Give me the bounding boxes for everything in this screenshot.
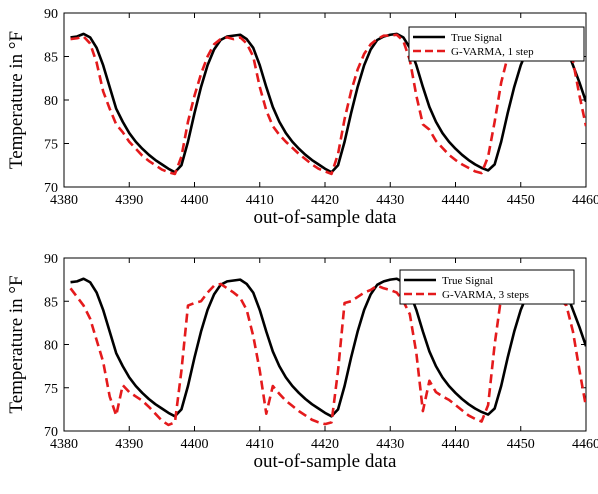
legend-entry-label: True Signal: [451, 32, 502, 44]
x-tick-label: 4400: [181, 193, 209, 208]
y-axis-label: Temperature in °F: [6, 275, 27, 413]
true-signal-series-line: [70, 277, 586, 418]
legend: True Signal G-VARMA, 3 steps: [399, 269, 575, 305]
x-tick-label: 4410: [246, 437, 274, 452]
x-axis-label: out-of-sample data: [254, 451, 398, 472]
x-tick-label: 4420: [311, 193, 339, 208]
y-tick-label: 70: [44, 181, 58, 196]
y-tick-label: 80: [44, 339, 58, 354]
legend-box: [399, 269, 575, 305]
y-tick-label: 70: [44, 425, 58, 440]
x-tick-label: 4450: [507, 193, 535, 208]
x-tick-label: 4380: [50, 437, 78, 452]
chart-panel-1: 4380 4390 4400 4410 4420 4430 4440 4450 4460 70 75…: [6, 7, 598, 228]
x-tick-label: 4440: [442, 437, 470, 452]
x-tick-label: 4440: [442, 193, 470, 208]
x-tick-label: 4400: [181, 437, 209, 452]
legend-box: [408, 26, 585, 62]
y-tick-label: 90: [44, 252, 58, 267]
y-axis-label: Temperature in °F: [6, 31, 27, 169]
prediction-series-line: [69, 282, 586, 427]
x-tick-label: 4430: [376, 193, 404, 208]
x-tick-label: 4450: [507, 437, 535, 452]
x-tick-label: 4420: [311, 437, 339, 452]
x-tick-label: 4390: [115, 437, 143, 452]
series-group: [69, 277, 586, 427]
y-tick-label: 85: [44, 295, 58, 310]
x-tick-label: 4410: [246, 193, 274, 208]
y-tick-label: 90: [44, 7, 58, 22]
y-tick-label: 85: [44, 51, 58, 66]
x-tick-label: 4390: [115, 193, 143, 208]
legend-entry-label: G-VARMA, 1 step: [451, 46, 534, 58]
x-tick-label: 4430: [376, 437, 404, 452]
x-tick-label: 4460: [572, 193, 598, 208]
x-tick-label: 4460: [572, 437, 598, 452]
y-tick-label: 80: [44, 94, 58, 109]
series-group: [70, 30, 586, 176]
x-axis-label: out-of-sample data: [254, 207, 398, 228]
x-tick-label: 4380: [50, 193, 78, 208]
y-tick-label: 75: [44, 382, 58, 397]
legend-entry-label: G-VARMA, 3 steps: [442, 289, 529, 301]
legend: True Signal G-VARMA, 1 step: [408, 26, 585, 62]
prediction-series-line: [70, 30, 586, 176]
true-signal-series-line: [70, 32, 586, 174]
chart-panel-2: 4380 4390 4400 4410 4420 4430 4440 4450 4460 70 75…: [6, 252, 598, 472]
y-tick-label: 75: [44, 138, 58, 153]
legend-entry-label: True Signal: [442, 275, 493, 287]
